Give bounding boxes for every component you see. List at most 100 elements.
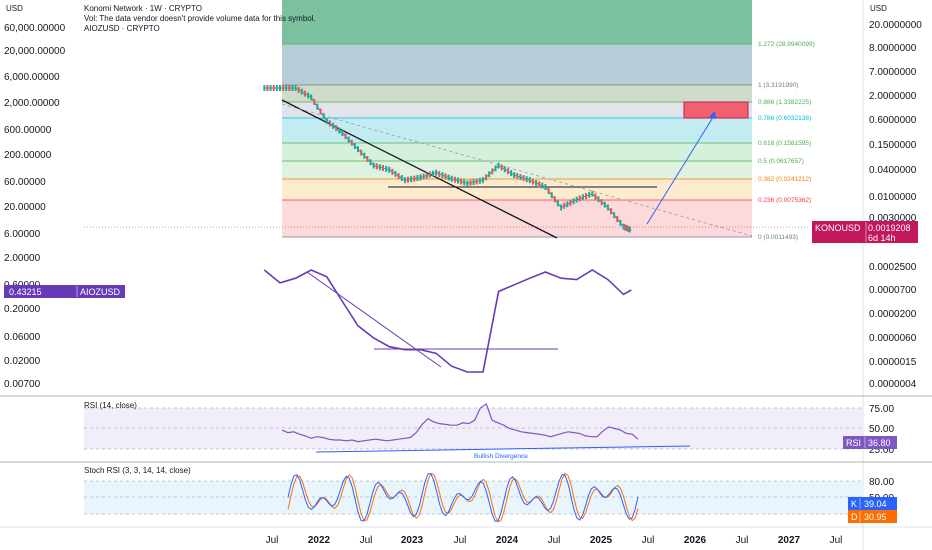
- projection-arrow[interactable]: [646, 111, 716, 225]
- candle: [482, 177, 484, 184]
- candle: [453, 176, 456, 183]
- candle: [507, 168, 509, 175]
- candle: [494, 165, 497, 172]
- right-axis-tick: 8.0000000: [869, 43, 917, 54]
- candle: [391, 168, 394, 175]
- right-axis-tick: 0.0000200: [869, 309, 917, 320]
- candle: [581, 194, 584, 201]
- time-axis-label: Jul: [736, 535, 749, 546]
- right-axis-tick: 0.0000700: [869, 285, 917, 296]
- left-axis-tick: 6.00000: [4, 229, 41, 240]
- aioz-compare-badge: 0.43215 AIOZUSD: [4, 285, 125, 298]
- stoch-k-line[interactable]: [287, 473, 639, 522]
- candle: [369, 159, 372, 166]
- candle: [272, 85, 275, 91]
- candle: [385, 165, 388, 172]
- target-box[interactable]: [683, 101, 749, 119]
- fib-level-label: 0.886 (1.3382225): [758, 99, 811, 106]
- candle: [628, 226, 631, 233]
- candle: [438, 171, 441, 177]
- right-axis-tick: 0.0000004: [869, 379, 917, 390]
- compare-symbol-label[interactable]: AIOZUSD · CRYPTO: [84, 24, 160, 33]
- aioz-trend-line[interactable]: [306, 271, 442, 368]
- candle: [282, 85, 285, 91]
- candle: [560, 204, 563, 211]
- candle: [569, 199, 572, 206]
- stoch-d-value: 30.95: [864, 512, 887, 522]
- time-axis-label: 2027: [778, 535, 801, 546]
- candle: [325, 118, 328, 124]
- candle: [335, 125, 338, 132]
- right-price-axis[interactable]: 20.0000000 8.0000000 7.0000000 2.0000000 0.6…: [869, 20, 922, 390]
- aioz-compare-series[interactable]: [263, 269, 632, 373]
- candle: [375, 163, 378, 170]
- candle: [347, 136, 350, 143]
- candle: [497, 162, 500, 169]
- rsi-pane[interactable]: Bullish Divergence RSI (14, close) 75.00…: [84, 401, 897, 460]
- left-axis-tick: 600.00000: [4, 125, 52, 136]
- rsi-axis-tick: 75.00: [869, 404, 894, 415]
- candle: [432, 170, 434, 177]
- badge-countdown: 6d 14h: [868, 233, 896, 243]
- candle: [319, 108, 322, 115]
- left-axis-tick: 200.00000: [4, 150, 52, 161]
- left-price-axis[interactable]: 60,000.00000 20,000.00000 6,000.00000 2,000…: [4, 23, 66, 390]
- left-axis-tick: 0.02000: [4, 356, 41, 367]
- candle: [332, 122, 335, 129]
- fib-level-label: 0.5 (0.0617657): [758, 158, 804, 165]
- candle: [382, 165, 384, 171]
- candle: [410, 176, 413, 183]
- time-axis-label: Jul: [360, 535, 373, 546]
- candle: [322, 113, 325, 120]
- left-axis-tick: 20.00000: [4, 202, 46, 213]
- bullish-divergence-label: Bullish Divergence: [474, 453, 528, 460]
- candle: [407, 176, 409, 183]
- stoch-title: Stoch RSI (3, 3, 14, 14, close): [84, 466, 191, 475]
- left-axis-tick: 2.00000: [4, 253, 41, 264]
- badge-value: 0.0019208: [868, 223, 911, 233]
- candle: [291, 85, 294, 91]
- candle: [627, 225, 630, 232]
- candle: [522, 175, 525, 182]
- candle: [450, 175, 453, 182]
- candle: [338, 127, 341, 134]
- rsi-badge-value: 36.80: [868, 438, 891, 448]
- time-axis-label: 2022: [308, 535, 331, 546]
- candle: [619, 219, 622, 226]
- time-axis[interactable]: Jul 2022 Jul 2023 Jul 2024 Jul 2025 Jul 2026 Jul 20…: [266, 535, 843, 546]
- candle: [547, 188, 550, 195]
- candle: [372, 162, 375, 169]
- fib-retracement[interactable]: 1.272 (28.9940099) 1 (3.3191990) 0.886 (1.…: [282, 0, 815, 241]
- rsi-axis-tick: 25.00: [869, 445, 894, 456]
- time-axis-label: 2023: [401, 535, 424, 546]
- rsi-line[interactable]: [281, 402, 639, 443]
- candle: [575, 196, 578, 203]
- candle: [541, 182, 544, 189]
- candle: [388, 166, 391, 173]
- candle: [300, 88, 303, 95]
- candle: [441, 172, 444, 179]
- candle: [588, 191, 591, 198]
- candle: [550, 192, 553, 199]
- candle: [303, 90, 306, 97]
- stoch-rsi-pane[interactable]: Stoch RSI (3, 3, 14, 14, close) 80.0050.…: [84, 466, 897, 523]
- candle: [419, 174, 422, 181]
- candle: [535, 179, 538, 186]
- candle: [328, 120, 331, 127]
- candle: [294, 85, 297, 91]
- compare-badge-symbol: AIOZUSD: [80, 287, 121, 297]
- bullish-divergence-line[interactable]: [315, 445, 691, 453]
- downtrend-line[interactable]: [281, 99, 558, 239]
- candle: [413, 175, 416, 182]
- candle: [556, 200, 559, 207]
- candle: [616, 216, 619, 222]
- candle: [428, 171, 431, 178]
- candle: [466, 180, 469, 187]
- fib-level-label: 0.382 (0.0241212): [758, 176, 811, 183]
- candle: [591, 190, 594, 197]
- symbol-header[interactable]: Konomi Network · 1W · CRYPTO: [84, 4, 202, 13]
- candle: [578, 195, 581, 202]
- candle: [624, 224, 627, 231]
- right-axis-tick: 2.0000000: [869, 91, 917, 102]
